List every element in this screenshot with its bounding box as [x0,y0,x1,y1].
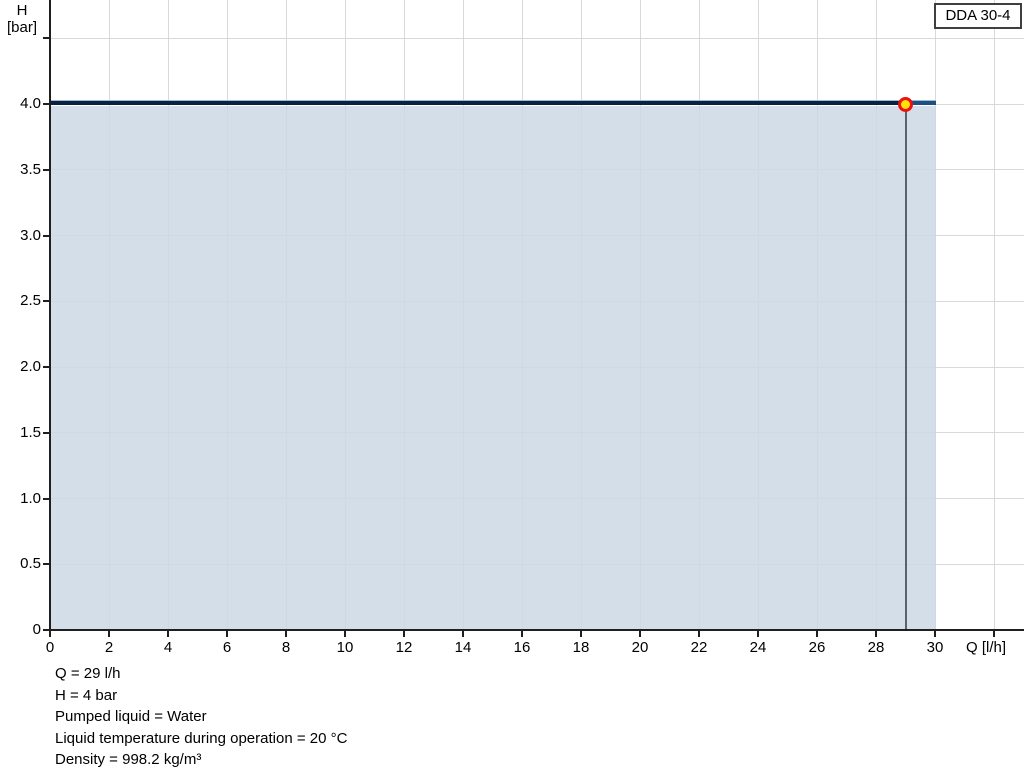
y-axis-tick [43,300,50,303]
y-axis-tick [43,366,50,368]
y-axis-line [49,0,51,631]
x-tick-label: 12 [395,639,413,656]
x-axis-tick [757,631,759,637]
info-density: Density = 998.2 kg/m³ [55,751,202,768]
x-tick-label: 20 [631,639,649,656]
x-axis-tick [403,631,405,637]
info-liquid-temperature: Liquid temperature during operation = 20… [55,729,348,747]
y-tick-label: 3.0 [20,226,41,244]
x-tick-label: 16 [513,639,531,656]
x-tick-label: 26 [808,639,826,656]
x-axis-tick [698,631,700,637]
x-tick-label: 0 [45,639,55,656]
x-axis-tick [462,631,464,637]
x-axis-tick [993,631,995,637]
legend-box: DDA 30-4 [934,3,1022,29]
x-tick-label: 6 [222,639,232,656]
y-axis-title-unit: [bar] [6,19,37,36]
x-axis-tick [167,631,169,637]
x-axis-tick [816,631,818,637]
y-axis-tick [43,497,50,500]
x-tick-label: 22 [690,639,708,656]
y-tick-label: 4.0 [20,95,41,112]
x-axis-tick [580,631,582,637]
x-tick-label: 30 [926,639,944,656]
duty-point-marker [898,96,913,112]
horizontal-gridline [50,37,1024,39]
y-axis-title-symbol: H [16,2,28,19]
y-tick-label: 2.0 [20,358,41,375]
x-tick-label: 28 [867,639,885,656]
duty-point-vertical-line [904,104,907,630]
curve-edge-highlight [50,100,936,101]
x-axis-tick [521,631,523,637]
curve-line-tail [905,101,936,105]
x-axis-tick [344,631,346,637]
y-axis-tick [43,168,50,171]
curve-area-fill [50,105,936,630]
x-tick-label: 14 [454,639,472,656]
y-tick-label: 0 [32,621,41,638]
y-axis-tick [43,629,50,631]
y-axis-tick [43,37,50,40]
x-tick-label: 8 [281,639,291,656]
x-tick-label: 4 [163,639,173,656]
x-tick-label: 18 [572,639,590,656]
x-axis-tick [49,631,51,637]
x-axis-tick [285,631,287,637]
y-tick-label: 0.5 [20,555,41,573]
x-axis-tick [934,631,936,637]
x-tick-label: 2 [104,639,114,656]
info-head: H = 4 bar [55,686,118,704]
x-axis-tick [639,631,641,637]
y-tick-label: 1.0 [20,489,41,507]
x-axis-line [49,629,1024,631]
vertical-gridline [993,0,995,630]
info-flow: Q = 29 l/h [55,665,121,682]
y-axis-tick [43,563,50,566]
info-pumped-liquid: Pumped liquid = Water [55,708,207,725]
info-block: Q = 29 l/h H = 4 bar Pumped liquid = Wat… [55,663,347,771]
y-tick-label: 2.5 [20,292,41,310]
y-axis-tick [43,431,50,434]
x-axis-tick [226,631,228,637]
y-axis-tick [43,103,50,105]
x-axis-tick [875,631,877,637]
y-tick-label: 3.5 [20,160,41,178]
curve-line-main [50,101,906,105]
x-tick-label: 10 [336,639,354,656]
legend-label: DDA 30-4 [945,7,1011,24]
x-tick-label: 24 [749,639,767,656]
y-axis-tick [43,234,50,237]
x-axis-tick [108,631,110,637]
x-axis-title: Q [l/h] [966,639,1007,656]
y-tick-label: 1.5 [20,423,41,441]
